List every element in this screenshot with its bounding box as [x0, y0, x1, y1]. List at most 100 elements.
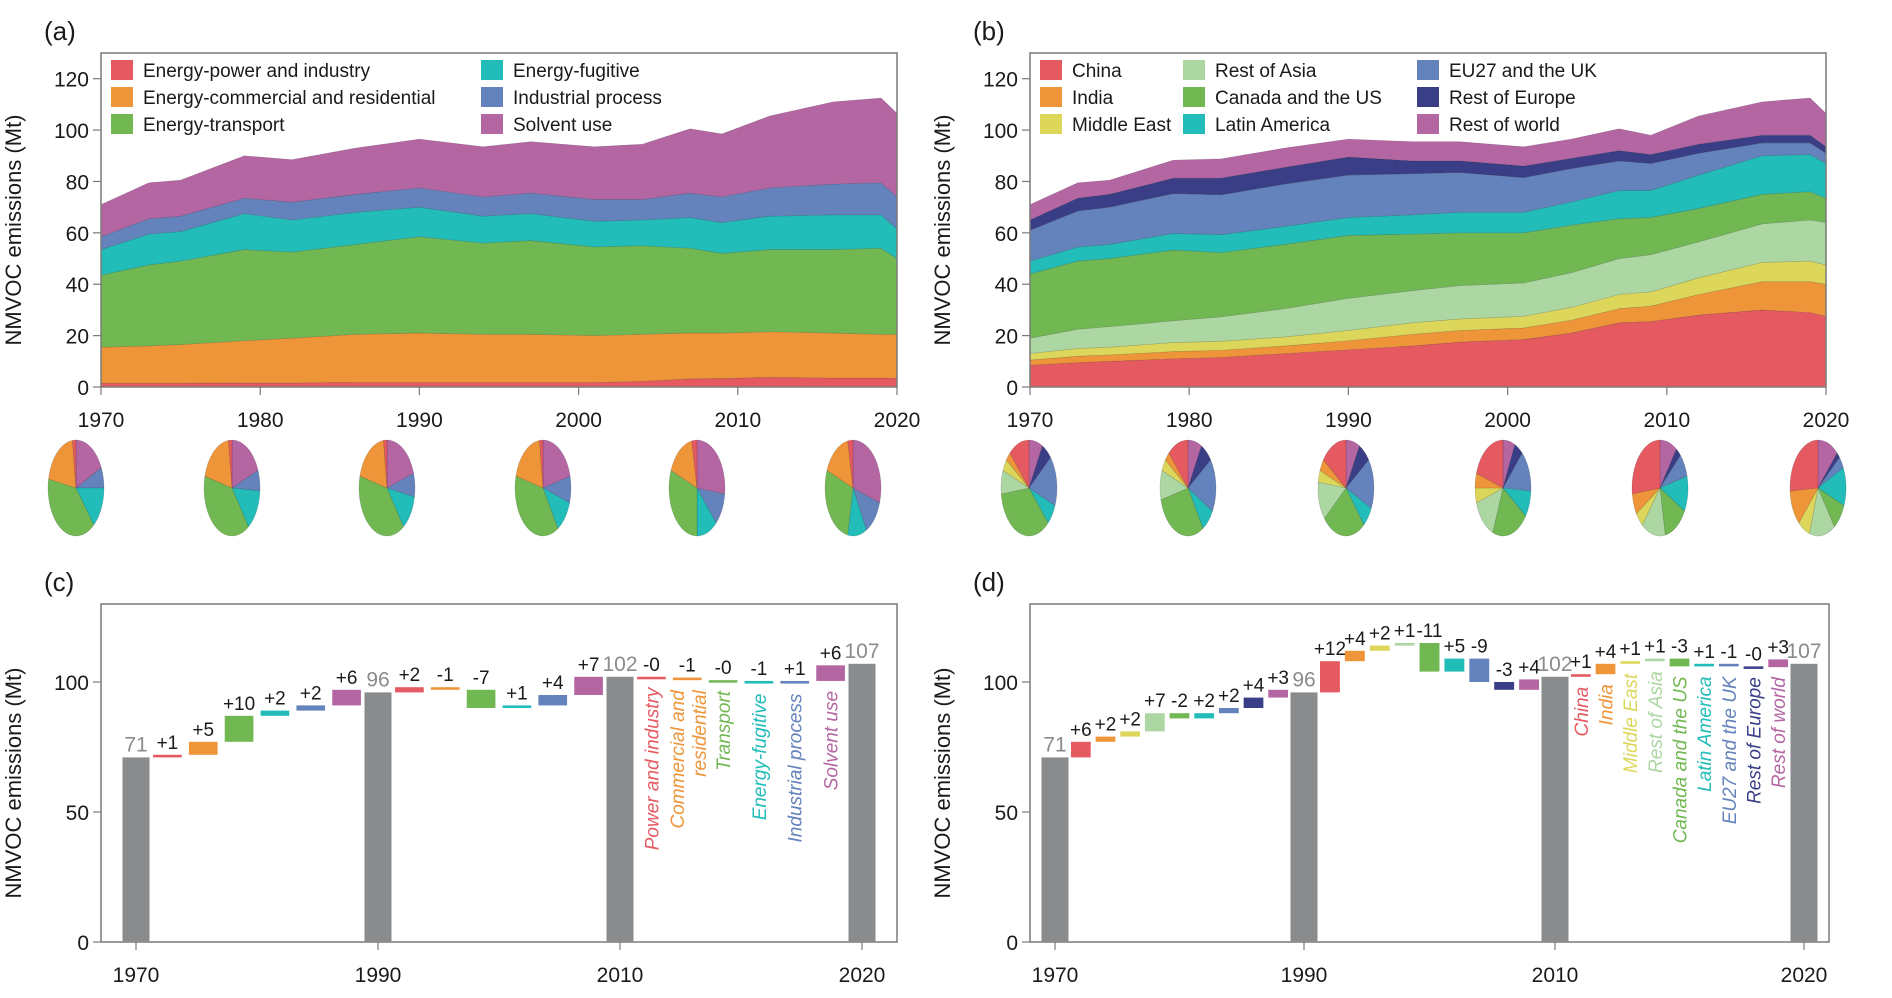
category-label: Rest of Europe	[1745, 677, 1766, 804]
change-label: +6	[820, 643, 842, 664]
total-label: 107	[844, 640, 879, 663]
category-label: Rest of world	[1769, 676, 1790, 788]
change-bar-transport	[708, 680, 738, 683]
panel-label: (c)	[44, 567, 74, 597]
plot-frame	[1029, 52, 1827, 388]
pie-slice-eu27-and-the-uk	[1028, 456, 1058, 507]
change-label: +4	[542, 673, 564, 694]
plot-frame	[1029, 603, 1830, 943]
legend-label: Industrial process	[513, 88, 662, 109]
change-label: +4	[1595, 642, 1617, 663]
x-tick-label: 2010	[1532, 964, 1579, 987]
panel-b: (b) 0 20 40 60 80 100 120 1970 1980 1990 2000 2010 20…	[930, 16, 1849, 432]
total-label: 102	[1537, 653, 1572, 676]
category-label: EU27 and the UK	[1720, 675, 1741, 824]
pie-slice-latin-america	[1028, 487, 1056, 524]
legend-item: Industrial process	[481, 87, 662, 109]
legend-swatch	[481, 114, 503, 134]
legend-item: China	[1040, 60, 1122, 82]
change-bar-energy-fugitive	[260, 710, 290, 716]
pie-2020	[1789, 439, 1847, 537]
change-bar-china	[1319, 661, 1340, 693]
change-label: +6	[1070, 720, 1092, 741]
pie-slice-industrial-process	[386, 472, 416, 498]
category-label: India	[1597, 684, 1618, 725]
x-tick-label: 2020	[1781, 964, 1828, 987]
change-bar-rest-of-world	[1268, 689, 1289, 698]
pie-slice-energy-commercial-and-residential	[515, 440, 544, 489]
y-tick-label: 50	[995, 802, 1018, 825]
total-bar-2020	[1790, 663, 1818, 942]
total-bar-1990	[1290, 692, 1318, 942]
pie-2020	[824, 439, 882, 537]
change-label: +3	[1267, 668, 1289, 689]
y-tick-label: 80	[66, 171, 89, 194]
change-bar-energy-fugitive	[502, 705, 532, 708]
change-bar-rest-of-asia	[1644, 658, 1665, 662]
change-bar-eu27-and-the-uk	[1469, 658, 1490, 682]
total-bar-1990	[364, 692, 392, 942]
legend-label: India	[1072, 88, 1114, 109]
pie-slice-industrial-process	[542, 475, 572, 504]
change-label: +1	[1619, 639, 1641, 660]
legend-label: Canada and the US	[1215, 88, 1382, 109]
pie-slice-middle-east	[1161, 459, 1189, 489]
change-label: +2	[1218, 686, 1240, 707]
pie-row-b	[1000, 439, 1847, 537]
change-bar-middle-east	[1620, 661, 1641, 664]
change-label: -7	[473, 668, 490, 689]
change-bar-middle-east	[1120, 731, 1141, 737]
change-label: +2	[300, 683, 322, 704]
x-tick-label: 2000	[555, 409, 602, 432]
pie-slice-energy-commercial-and-residential	[670, 440, 698, 489]
y-tick-label: 40	[995, 274, 1018, 297]
change-label: -3	[1496, 660, 1513, 681]
change-bar-canada-and-the-us	[1169, 713, 1190, 719]
change-bar-solvent-use	[816, 665, 845, 681]
y-tick-label: 100	[54, 672, 89, 695]
legend-swatch	[481, 60, 503, 80]
pie-slice-rest-of-asia	[1317, 481, 1347, 520]
change-bar-rest-of-world	[1519, 679, 1540, 690]
change-label: +2	[1119, 709, 1141, 730]
change-bar-transport	[466, 689, 496, 708]
pie-slice-latin-america	[1659, 475, 1689, 512]
change-label: -1	[679, 656, 696, 677]
pie-slice-industrial-process	[75, 467, 105, 489]
pie-slice-eu27-and-the-uk	[1345, 459, 1375, 509]
y-tick-label: 50	[66, 802, 89, 825]
y-tick-label: 120	[983, 69, 1018, 92]
pie-slice-industrial-process	[231, 469, 261, 492]
legend-label: Rest of Europe	[1449, 88, 1576, 109]
change-label: +4	[1243, 676, 1265, 697]
x-tick-label: 1990	[1281, 964, 1328, 987]
pie-slice-rest-of-europe	[1345, 445, 1369, 489]
change-bar-latin-america	[1694, 663, 1715, 667]
x-tick-label: 1980	[237, 409, 284, 432]
change-label: +1	[157, 733, 179, 754]
legend-label: Energy-commercial and residential	[143, 88, 436, 109]
total-label: 107	[1786, 640, 1821, 663]
pie-slice-canada-and-the-us	[1160, 487, 1204, 537]
change-bar-rest-of-europe	[1243, 697, 1264, 708]
pie-slice-energy-transport	[203, 475, 249, 537]
pie-slice-rest-of-asia	[1159, 469, 1189, 501]
y-tick-label: 0	[1006, 932, 1018, 955]
y-tick-label: 100	[983, 672, 1018, 695]
category-label: Latin America	[1695, 676, 1716, 791]
pie-slice-energy-fugitive	[696, 487, 717, 537]
pie-slice-middle-east	[1002, 459, 1030, 489]
change-bar-latin-america	[1194, 713, 1215, 719]
pie-slice-energy-power-and-industry	[691, 439, 698, 489]
legend-item: Rest of world	[1417, 114, 1560, 136]
pie-slice-india	[1631, 487, 1661, 515]
change-label: +2	[1193, 691, 1215, 712]
legend-item: India	[1040, 87, 1114, 109]
pie-slice-energy-transport	[514, 475, 559, 537]
change-bar-industrial-process	[538, 695, 568, 706]
change-bar-rest-of-asia	[1144, 713, 1165, 732]
change-label: +2	[264, 689, 286, 710]
y-tick-label: 20	[66, 326, 89, 349]
change-bar-power-and-industry	[153, 754, 182, 758]
